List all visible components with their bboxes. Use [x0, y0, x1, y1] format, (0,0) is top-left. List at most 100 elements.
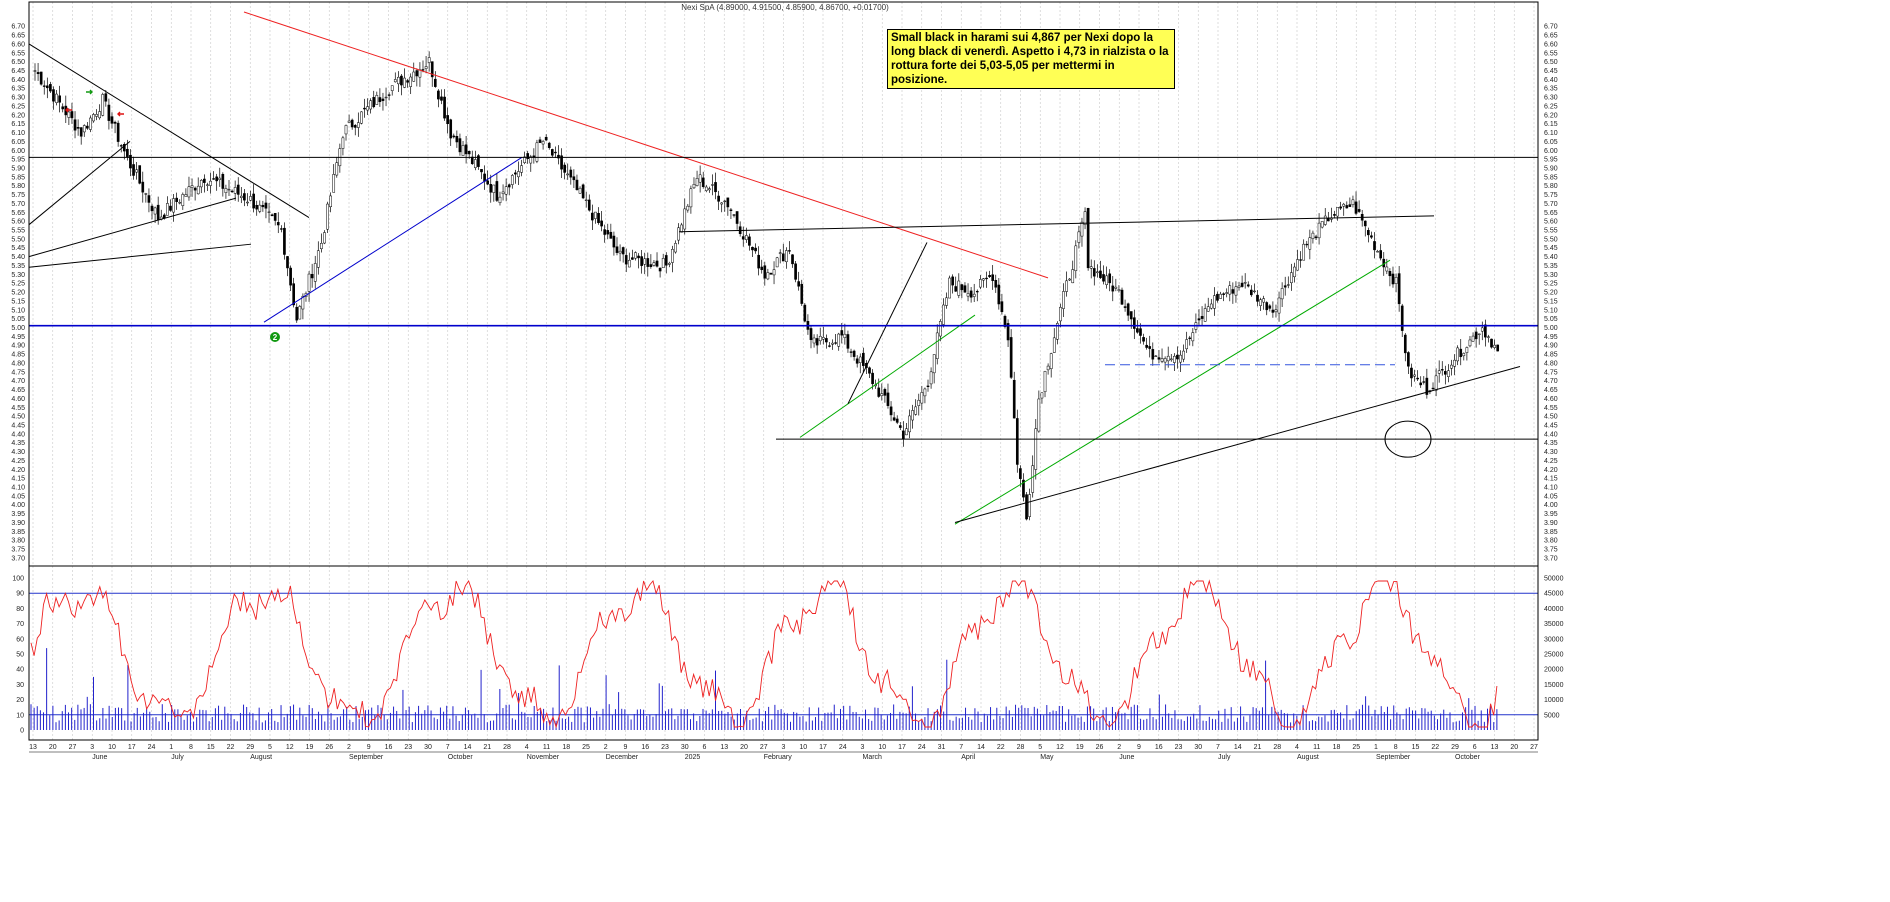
price-tick-label: 4.75 — [1544, 369, 1558, 376]
day-tick-label: 9 — [624, 744, 628, 751]
candle-body — [79, 127, 83, 137]
candle-body — [701, 177, 705, 187]
candle-body — [923, 388, 927, 397]
candle-body — [218, 177, 222, 180]
price-tick-label: 5.95 — [1544, 157, 1558, 164]
candle-body — [538, 139, 542, 143]
candle-body — [335, 162, 339, 176]
price-tick-label-left: 6.50 — [11, 59, 25, 66]
candle-body — [1099, 270, 1102, 278]
candle-body — [1151, 349, 1155, 360]
price-tick-label-left: 6.60 — [11, 41, 25, 48]
day-tick-label: 10 — [878, 744, 886, 751]
candle-body — [821, 337, 825, 340]
candle-body — [110, 116, 114, 124]
candle-body — [775, 257, 779, 268]
candle-body — [1185, 339, 1189, 350]
volume-bars — [30, 648, 1498, 730]
candle-body — [206, 184, 209, 186]
signal-markers: 2 — [65, 89, 280, 342]
candle-body — [997, 284, 1001, 305]
candle-body — [412, 71, 416, 82]
candle-body — [581, 184, 585, 199]
candle-body — [1225, 292, 1229, 294]
price-tick-label-left: 3.70 — [11, 555, 25, 562]
candle-body — [969, 290, 973, 298]
price-tick-label-left: 5.80 — [11, 183, 25, 190]
candle-body — [655, 260, 659, 267]
candle-body — [766, 272, 770, 280]
candle-body — [1188, 337, 1192, 339]
day-tick-label: 7 — [959, 744, 963, 751]
price-tick-label-left: 5.00 — [11, 325, 25, 332]
price-tick-label: 4.80 — [1544, 360, 1558, 367]
candle-body — [236, 184, 240, 195]
candle-body — [199, 180, 203, 188]
candle-body — [375, 95, 379, 105]
candle-body — [1037, 398, 1041, 432]
candle-body — [1003, 315, 1007, 327]
candle-body — [55, 93, 58, 103]
candle-body — [661, 258, 665, 269]
price-tick-label: 3.75 — [1544, 547, 1558, 554]
price-tick-label: 4.65 — [1544, 387, 1558, 394]
trendline — [799, 314, 976, 438]
candle-body — [877, 387, 881, 397]
candle-body — [1237, 285, 1241, 288]
candle-body — [1283, 285, 1287, 288]
candle-body — [320, 243, 323, 250]
candle-body — [1191, 332, 1195, 342]
candle-body — [729, 209, 733, 211]
candle-body — [1089, 266, 1093, 269]
candle-body — [212, 178, 215, 180]
candle-body — [86, 125, 89, 129]
candle-body — [1490, 338, 1493, 348]
price-tick-label-left: 6.55 — [11, 50, 25, 57]
candle-body — [1200, 316, 1204, 319]
candle-body — [929, 371, 933, 385]
candle-body — [597, 212, 600, 223]
candle-body — [1213, 295, 1216, 309]
candle-body — [489, 184, 493, 193]
candle-body — [1471, 335, 1475, 342]
candle-body — [1296, 259, 1299, 271]
candle-body — [1440, 369, 1444, 371]
day-tick-label: 22 — [1431, 744, 1439, 751]
candle-body — [461, 145, 465, 156]
candle-body — [1176, 354, 1179, 360]
day-tick-label: 14 — [977, 744, 985, 751]
candle-body — [1086, 207, 1090, 269]
candle-body — [1314, 236, 1318, 239]
candle-body — [825, 338, 828, 343]
price-tick-label-left: 5.25 — [11, 281, 25, 288]
volume-tick-label: 40000 — [1544, 606, 1564, 613]
candle-body — [61, 106, 65, 110]
candle-body — [510, 175, 514, 185]
candle-body — [141, 181, 145, 193]
oscillator-tick-label: 30 — [16, 682, 24, 689]
candle-body — [600, 220, 603, 227]
candle-body — [982, 278, 985, 281]
day-tick-label: 16 — [385, 744, 393, 751]
candle-body — [467, 150, 471, 155]
day-tick-label: 2 — [604, 744, 608, 751]
price-tick-label: 6.35 — [1544, 86, 1558, 93]
candle-body — [717, 195, 720, 202]
candle-body — [1443, 371, 1447, 375]
candle-body — [403, 77, 406, 88]
candle-body — [187, 186, 191, 198]
candle-body — [683, 208, 687, 230]
candle-body — [1092, 268, 1096, 277]
candle-body — [366, 106, 369, 111]
candle-body — [323, 232, 326, 244]
candle-body — [1348, 204, 1352, 207]
day-tick-label: 2 — [347, 744, 351, 751]
candle-body — [1096, 271, 1099, 274]
volume-tick-label: 15000 — [1544, 682, 1564, 689]
candle-body — [1385, 266, 1389, 272]
day-tick-label: 24 — [148, 744, 156, 751]
price-tick-label-left: 6.70 — [11, 24, 25, 31]
candle-body — [1046, 365, 1050, 371]
candle-body — [609, 231, 613, 239]
candle-body — [1182, 350, 1185, 360]
